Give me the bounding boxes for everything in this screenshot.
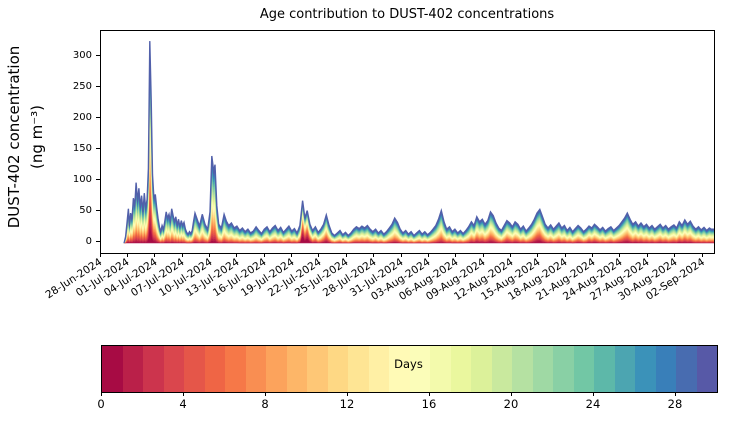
colorbar-segment xyxy=(676,346,697,392)
x-tick-mark xyxy=(345,253,347,257)
x-tick-mark xyxy=(263,253,265,257)
colorbar-segment xyxy=(491,346,512,392)
x-tick-mark xyxy=(509,253,511,257)
chart-title: Age contribution to DUST-402 concentrati… xyxy=(259,7,555,22)
colorbar-segment xyxy=(696,346,717,392)
colorbar-segment xyxy=(307,346,328,392)
colorbar-segment xyxy=(573,346,594,392)
y-tick-mark xyxy=(96,117,100,119)
x-tick-mark xyxy=(427,253,429,257)
y-tick-mark xyxy=(96,86,100,88)
colorbar-tick-mark xyxy=(674,392,676,396)
colorbar-segment xyxy=(163,346,184,392)
colorbar-segment xyxy=(348,346,369,392)
y-tick-label: 100 xyxy=(72,174,92,186)
y-tick-mark xyxy=(96,210,100,212)
colorbar-tick-label: 28 xyxy=(667,397,683,411)
colorbar xyxy=(101,345,718,393)
y-tick-mark xyxy=(96,241,100,243)
colorbar-segment xyxy=(204,346,225,392)
x-tick-mark xyxy=(291,253,293,257)
y-tick-label: 200 xyxy=(72,112,92,124)
y-tick-label: 300 xyxy=(72,50,92,62)
colorbar-segment xyxy=(102,346,123,392)
envelope-line xyxy=(123,41,714,244)
x-tick-mark xyxy=(126,253,128,257)
x-tick-mark xyxy=(482,253,484,257)
y-tick-mark xyxy=(96,55,100,57)
colorbar-segment xyxy=(327,346,348,392)
colorbar-tick-label: 24 xyxy=(585,397,601,411)
colorbar-tick-label: 4 xyxy=(179,397,187,411)
stacked-area-chart xyxy=(123,41,714,244)
colorbar-tick-mark xyxy=(182,392,184,396)
x-tick-mark xyxy=(537,253,539,257)
y-tick-mark xyxy=(96,148,100,150)
colorbar-tick-mark xyxy=(510,392,512,396)
y-tick-label: 50 xyxy=(79,205,92,217)
colorbar-segment xyxy=(430,346,451,392)
y-tick-label: 250 xyxy=(72,81,92,93)
x-tick-mark xyxy=(674,253,676,257)
colorbar-tick-label: 8 xyxy=(261,397,269,411)
y-tick-label: 150 xyxy=(72,143,92,155)
colorbar-label: Days xyxy=(394,357,423,371)
colorbar-segment xyxy=(553,346,574,392)
colorbar-tick-label: 20 xyxy=(503,397,519,411)
x-tick-mark xyxy=(208,253,210,257)
colorbar-segment xyxy=(635,346,656,392)
colorbar-tick-label: 0 xyxy=(97,397,105,411)
colorbar-tick-mark xyxy=(100,392,102,396)
x-tick-mark xyxy=(181,253,183,257)
colorbar-segment xyxy=(471,346,492,392)
colorbar-segment xyxy=(368,346,389,392)
x-tick-mark xyxy=(154,253,156,257)
y-tick-mark xyxy=(96,179,100,181)
x-tick-mark xyxy=(455,253,457,257)
colorbar-tick-label: 16 xyxy=(421,397,437,411)
colorbar-segment xyxy=(532,346,553,392)
x-tick-mark xyxy=(619,253,621,257)
colorbar-segment xyxy=(286,346,307,392)
colorbar-segment xyxy=(122,346,143,392)
y-axis-label-line1: DUST-402 concentration xyxy=(5,45,23,229)
colorbar-segment xyxy=(184,346,205,392)
colorbar-segment xyxy=(512,346,533,392)
x-tick-mark xyxy=(373,253,375,257)
x-tick-mark xyxy=(400,253,402,257)
colorbar-segment xyxy=(266,346,287,392)
colorbar-tick-mark xyxy=(346,392,348,396)
plot-area xyxy=(100,30,715,254)
colorbar-segment xyxy=(143,346,164,392)
colorbar-tick-label: 12 xyxy=(339,397,355,411)
colorbar-segment xyxy=(409,346,430,392)
colorbar-segment xyxy=(450,346,471,392)
y-axis-label-line2: (ng m⁻³) xyxy=(28,104,46,170)
x-tick-mark xyxy=(318,253,320,257)
x-tick-mark xyxy=(592,253,594,257)
x-tick-mark xyxy=(701,253,703,257)
colorbar-segment xyxy=(594,346,615,392)
colorbar-segment xyxy=(655,346,676,392)
colorbar-tick-mark xyxy=(592,392,594,396)
x-tick-mark xyxy=(236,253,238,257)
x-tick-mark xyxy=(564,253,566,257)
colorbar-segment xyxy=(614,346,635,392)
colorbar-tick-mark xyxy=(264,392,266,396)
y-tick-label: 0 xyxy=(85,236,92,248)
x-tick-mark xyxy=(646,253,648,257)
colorbar-segment xyxy=(389,346,410,392)
colorbar-segment xyxy=(245,346,266,392)
colorbar-segment xyxy=(225,346,246,392)
x-tick-mark xyxy=(99,253,101,257)
colorbar-tick-mark xyxy=(428,392,430,396)
